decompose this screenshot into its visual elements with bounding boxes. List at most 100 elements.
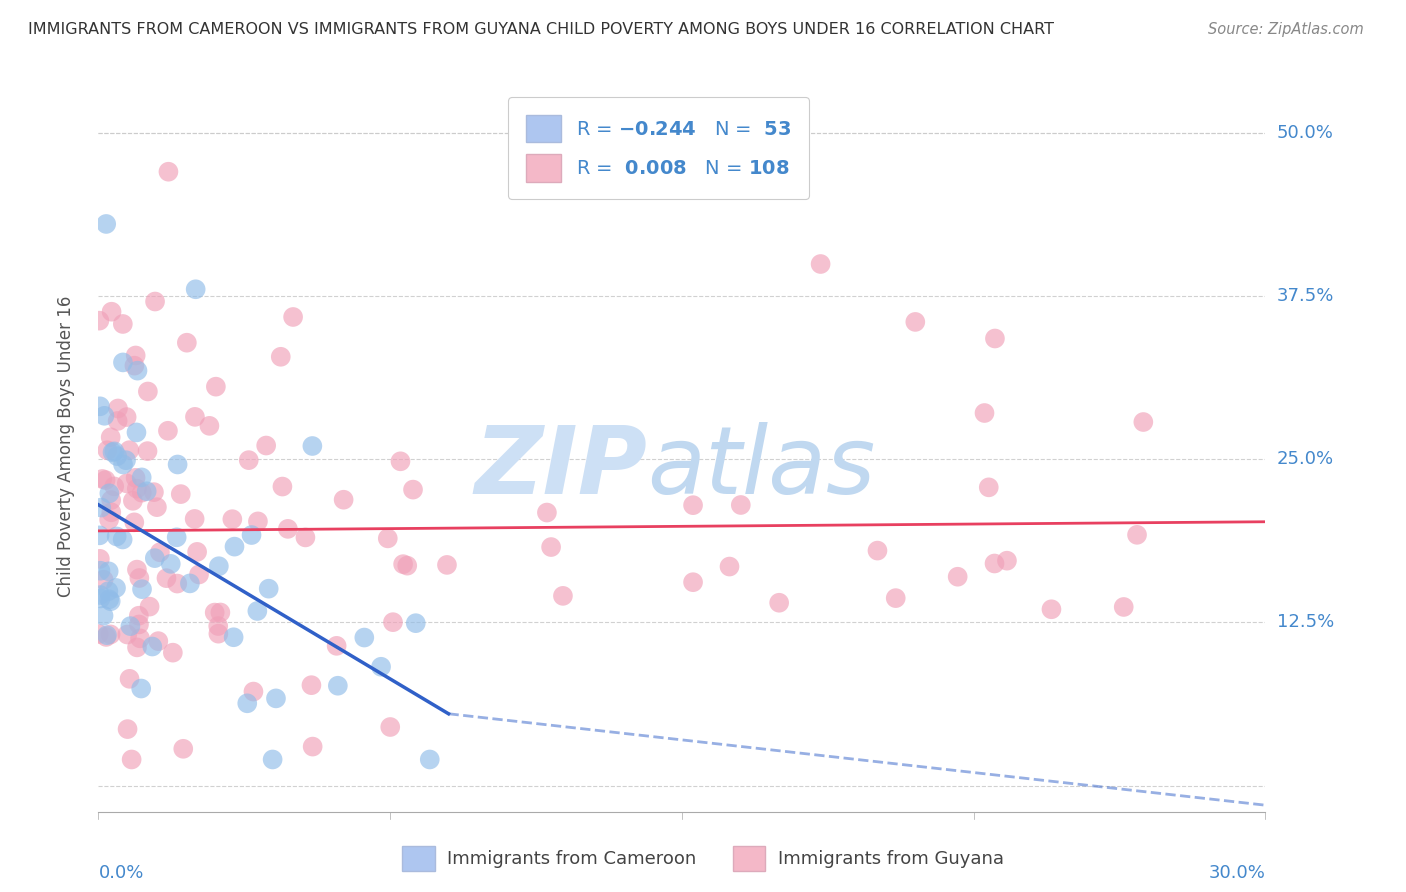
Point xyxy=(125,482,148,496)
Point xyxy=(100,304,122,318)
Point xyxy=(326,679,349,693)
Point xyxy=(103,444,125,458)
Point xyxy=(370,659,392,673)
Point xyxy=(301,739,323,754)
Point xyxy=(536,506,558,520)
Point xyxy=(768,596,790,610)
Point xyxy=(392,557,415,571)
Point xyxy=(117,722,139,736)
Point xyxy=(125,563,148,577)
Point xyxy=(238,453,260,467)
Point xyxy=(138,599,160,614)
Text: 25.0%: 25.0% xyxy=(1277,450,1334,468)
Point xyxy=(91,472,114,486)
Text: 12.5%: 12.5% xyxy=(1277,614,1334,632)
Point xyxy=(115,410,138,425)
Point xyxy=(96,217,118,231)
Point xyxy=(332,492,354,507)
Point xyxy=(98,592,121,607)
Point xyxy=(389,454,412,468)
Point xyxy=(124,471,146,485)
Point xyxy=(112,458,135,472)
Text: ZIP: ZIP xyxy=(474,422,647,514)
Point xyxy=(186,545,208,559)
Point xyxy=(382,615,405,629)
Point xyxy=(377,532,399,546)
Point xyxy=(107,401,129,416)
Point xyxy=(122,493,145,508)
Point xyxy=(270,350,292,364)
Point xyxy=(184,282,207,296)
Point xyxy=(242,684,264,698)
Point xyxy=(89,400,111,414)
Point xyxy=(149,545,172,559)
Point xyxy=(682,498,704,512)
Point xyxy=(97,565,120,579)
Point xyxy=(128,617,150,632)
Text: atlas: atlas xyxy=(647,423,875,514)
Point xyxy=(115,453,138,467)
Point xyxy=(125,640,148,655)
Point xyxy=(121,752,143,766)
Point xyxy=(353,631,375,645)
Point xyxy=(96,443,118,458)
Point xyxy=(157,164,180,178)
Point xyxy=(1126,528,1149,542)
Point xyxy=(205,379,228,393)
Point xyxy=(143,551,166,566)
Text: 50.0%: 50.0% xyxy=(1277,123,1333,142)
Point xyxy=(810,257,832,271)
Point xyxy=(166,576,188,591)
Point xyxy=(143,294,166,309)
Text: Source: ZipAtlas.com: Source: ZipAtlas.com xyxy=(1208,22,1364,37)
Point xyxy=(111,317,134,331)
Point xyxy=(254,438,277,452)
Point xyxy=(100,505,122,519)
Point xyxy=(207,619,229,633)
Point xyxy=(166,458,188,472)
Point xyxy=(118,443,141,458)
Point xyxy=(155,571,177,585)
Point xyxy=(271,479,294,493)
Point xyxy=(301,439,323,453)
Point xyxy=(146,500,169,515)
Point xyxy=(224,540,246,554)
Point xyxy=(135,484,157,499)
Point xyxy=(301,678,323,692)
Point xyxy=(208,559,231,574)
Point xyxy=(98,486,121,500)
Legend: Immigrants from Cameroon, Immigrants from Guyana: Immigrants from Cameroon, Immigrants fro… xyxy=(395,838,1011,879)
Point xyxy=(380,720,402,734)
Point xyxy=(124,516,146,530)
Point xyxy=(127,364,149,378)
Point xyxy=(101,445,124,459)
Point xyxy=(718,559,741,574)
Point xyxy=(131,470,153,484)
Point xyxy=(946,570,969,584)
Point xyxy=(98,513,121,527)
Point xyxy=(1132,415,1154,429)
Point xyxy=(115,476,138,491)
Point xyxy=(100,594,122,608)
Point xyxy=(87,627,110,641)
Point xyxy=(97,584,120,599)
Point xyxy=(131,582,153,596)
Point xyxy=(136,444,159,458)
Point xyxy=(183,512,205,526)
Point xyxy=(120,619,142,633)
Point xyxy=(207,626,229,640)
Point xyxy=(142,485,165,500)
Point xyxy=(246,604,269,618)
Point xyxy=(90,500,112,515)
Point xyxy=(131,485,153,500)
Point xyxy=(325,639,347,653)
Point xyxy=(94,473,117,487)
Point xyxy=(246,514,269,528)
Point xyxy=(129,681,152,696)
Point xyxy=(107,414,129,428)
Point xyxy=(436,558,458,572)
Point xyxy=(995,554,1018,568)
Text: 37.5%: 37.5% xyxy=(1277,287,1334,305)
Point xyxy=(419,752,441,766)
Text: 0.0%: 0.0% xyxy=(98,864,143,882)
